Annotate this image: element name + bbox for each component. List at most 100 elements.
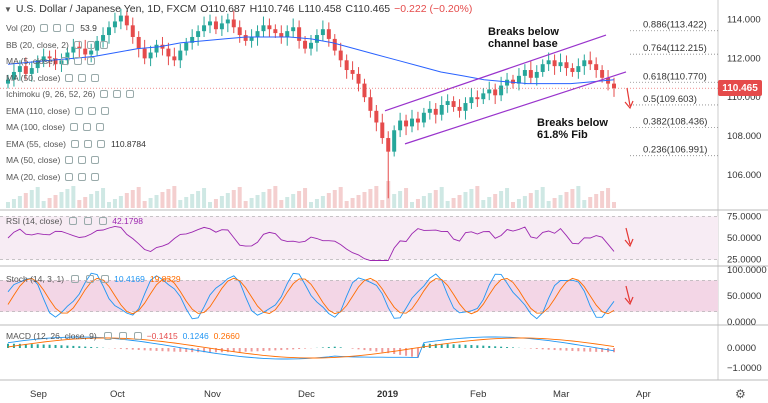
settings-icon[interactable] [84, 139, 92, 148]
indicator-row[interactable]: MA (5, close) [6, 53, 146, 70]
candle-body [475, 97, 480, 100]
volume-bar [505, 188, 510, 208]
channel-annotation-line1: Breaks below [488, 26, 559, 38]
close-icon[interactable] [91, 73, 100, 82]
eye-icon[interactable] [71, 139, 79, 148]
settings-icon[interactable] [86, 275, 95, 283]
settings-icon[interactable] [84, 217, 93, 225]
candle-body [505, 79, 510, 86]
candle-body [107, 27, 111, 36]
candle-body [166, 48, 171, 57]
settings-icon[interactable] [78, 172, 87, 181]
close-icon[interactable] [126, 90, 135, 99]
volume-bar [338, 187, 343, 208]
close-icon[interactable] [96, 123, 105, 132]
low-value: L110.458 [298, 3, 342, 15]
volume-bar [600, 191, 605, 208]
time-axis-tick: Feb [470, 389, 486, 400]
price-axis-tick: 108.000 [727, 131, 761, 142]
indicator-row[interactable]: BB (20, close, 2) [6, 37, 146, 54]
eye-icon[interactable] [75, 106, 84, 115]
indicator-row[interactable]: EMA (55, close) 110.8784 [6, 136, 146, 153]
close-icon[interactable] [97, 139, 105, 148]
close-icon[interactable] [101, 275, 110, 283]
candle-body [410, 118, 414, 127]
candle-body [29, 68, 34, 74]
price-axis-tick: 110.000 [727, 92, 761, 103]
macd-label: MACD (12, 26, close, 9) [6, 331, 97, 341]
volume-bar [522, 196, 527, 208]
volume-bar [107, 202, 111, 208]
close-icon[interactable] [99, 40, 108, 49]
candle-body [582, 60, 587, 67]
indicator-row[interactable]: MA (50, close) [6, 152, 146, 169]
indicator-legend: Vol (20) 53.9 BB (20, close, 2) MA (5, clos… [6, 20, 146, 185]
volume-bar [59, 192, 64, 208]
indicator-row[interactable]: Ichimoku (9, 26, 52, 26) [6, 86, 146, 103]
rsi-band [0, 216, 718, 260]
volume-bar [255, 195, 260, 208]
time-axis-tick: Dec [298, 389, 315, 400]
indicator-label: EMA (55, close) [6, 138, 66, 149]
close-value: C110.465 [345, 3, 391, 15]
volume-bar [445, 201, 450, 208]
volume-bar [29, 190, 34, 208]
close-icon[interactable] [91, 156, 100, 165]
close-icon[interactable] [101, 106, 110, 115]
candle-body [445, 101, 450, 105]
indicator-row[interactable]: Vol (20) 53.9 [6, 20, 146, 37]
close-icon[interactable] [86, 57, 95, 66]
down-arrow-main-head [624, 100, 634, 110]
volume-bar [202, 188, 207, 208]
eye-icon[interactable] [65, 156, 74, 165]
candle-body [261, 25, 266, 32]
settings-icon[interactable] [118, 332, 127, 340]
channel-annotation-line2: channel base [488, 38, 558, 50]
eye-icon[interactable] [71, 275, 80, 283]
volume-bar [65, 189, 70, 208]
stoch-axis-tick: 50.0000 [727, 291, 761, 302]
close-icon[interactable] [91, 172, 100, 181]
volume-bar [101, 188, 106, 208]
settings-icon[interactable] [113, 90, 122, 99]
volume-bar [273, 186, 278, 208]
settings-icon[interactable] [78, 73, 87, 82]
volume-bar [588, 197, 593, 208]
settings-icon[interactable] [86, 40, 95, 49]
close-icon[interactable] [133, 332, 142, 340]
eye-icon[interactable] [73, 40, 82, 49]
close-icon[interactable] [66, 24, 75, 33]
gear-icon[interactable]: ⚙ [735, 387, 746, 401]
indicator-row[interactable]: EMA (110, close) [6, 103, 146, 120]
eye-icon[interactable] [65, 73, 74, 82]
settings-icon[interactable] [78, 156, 87, 165]
indicator-row[interactable]: MA (20, close) [6, 169, 146, 186]
eye-icon[interactable] [103, 332, 112, 340]
eye-icon[interactable] [65, 172, 74, 181]
eye-icon[interactable] [69, 217, 78, 225]
candle-body [427, 108, 432, 113]
settings-icon[interactable] [88, 106, 97, 115]
volume-bar [231, 190, 236, 208]
eye-icon[interactable] [100, 90, 109, 99]
volume-bar [160, 192, 165, 208]
eye-icon[interactable] [40, 24, 49, 33]
eye-icon[interactable] [60, 57, 69, 66]
eye-icon[interactable] [70, 123, 79, 132]
volume-bar [47, 198, 52, 208]
settings-icon[interactable] [83, 123, 92, 132]
indicator-label: MA (20, close) [6, 171, 61, 182]
volume-bar [83, 197, 88, 208]
volume-bar [95, 191, 100, 208]
settings-icon[interactable] [53, 24, 62, 33]
collapse-chevron-icon[interactable]: ▼ [4, 4, 12, 14]
volume-bar [261, 192, 266, 208]
close-icon[interactable] [99, 217, 108, 225]
indicator-row[interactable]: MA (50, close) [6, 70, 146, 87]
volume-bar [362, 192, 367, 208]
indicator-row[interactable]: MA (100, close) [6, 119, 146, 136]
volume-bar [267, 189, 272, 208]
candle-body [71, 46, 76, 53]
settings-icon[interactable] [73, 57, 82, 66]
